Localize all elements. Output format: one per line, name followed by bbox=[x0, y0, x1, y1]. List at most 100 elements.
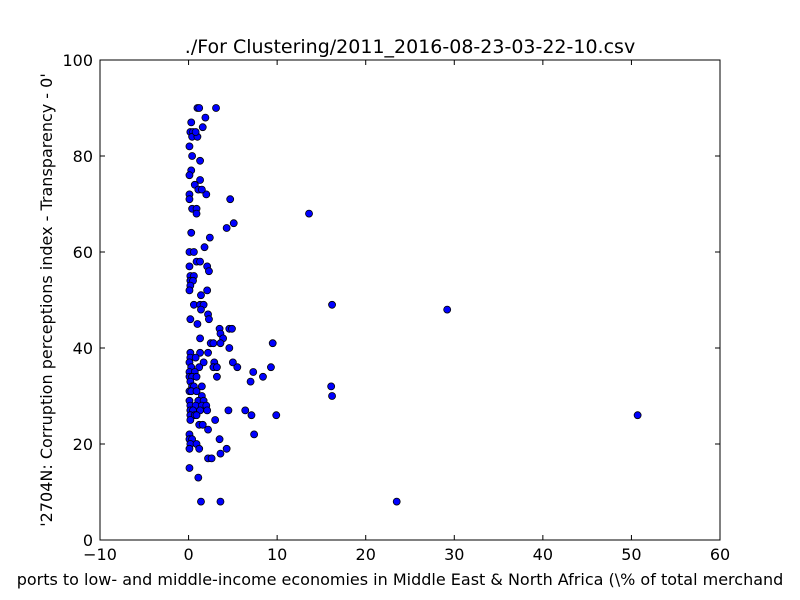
data-point bbox=[443, 305, 452, 314]
data-point bbox=[328, 392, 336, 400]
data-point bbox=[222, 224, 231, 232]
y-tick-label: 40 bbox=[73, 339, 93, 358]
data-point bbox=[196, 176, 204, 184]
x-tick-label: 10 bbox=[267, 545, 287, 564]
data-point bbox=[191, 353, 200, 362]
data-point bbox=[189, 248, 198, 256]
data-point bbox=[392, 497, 401, 506]
data-point bbox=[191, 128, 200, 136]
data-point bbox=[228, 358, 237, 367]
plot-area-frame bbox=[99, 59, 721, 541]
data-point bbox=[185, 286, 194, 295]
data-point bbox=[215, 435, 224, 444]
data-point bbox=[229, 219, 238, 228]
data-point bbox=[200, 243, 209, 252]
data-point bbox=[185, 262, 194, 271]
data-point bbox=[196, 257, 204, 266]
chart-title: ./For Clustering/2011_2016-08-23-03-22-1… bbox=[185, 36, 635, 58]
data-point bbox=[205, 315, 213, 324]
data-point bbox=[187, 228, 196, 237]
data-point bbox=[185, 171, 194, 180]
data-point bbox=[226, 195, 235, 204]
data-point bbox=[195, 363, 204, 372]
data-point bbox=[194, 473, 203, 482]
data-point bbox=[213, 372, 221, 381]
data-point bbox=[185, 195, 194, 204]
data-point bbox=[267, 363, 275, 372]
data-point bbox=[213, 363, 221, 372]
data-point bbox=[259, 372, 267, 381]
data-point bbox=[185, 142, 194, 151]
data-point bbox=[241, 406, 250, 415]
data-point bbox=[197, 305, 205, 314]
x-tick-label: 30 bbox=[444, 545, 464, 564]
data-point bbox=[192, 372, 201, 381]
data-point bbox=[216, 449, 225, 458]
data-point bbox=[195, 444, 204, 453]
data-point bbox=[233, 363, 242, 372]
y-tick-label: 60 bbox=[73, 243, 93, 262]
data-point bbox=[327, 382, 336, 391]
data-point bbox=[203, 406, 212, 415]
x-tick-label: 50 bbox=[621, 545, 641, 564]
data-point bbox=[196, 334, 204, 343]
data-point bbox=[201, 113, 210, 122]
data-point bbox=[305, 209, 313, 218]
data-point bbox=[250, 430, 259, 439]
data-point bbox=[192, 387, 201, 396]
data-point bbox=[192, 209, 201, 218]
y-tick-label: 20 bbox=[73, 435, 93, 454]
data-point bbox=[249, 368, 258, 376]
data-point bbox=[202, 190, 211, 199]
data-point bbox=[195, 104, 204, 112]
data-point bbox=[204, 348, 212, 357]
data-point bbox=[185, 444, 194, 453]
data-point bbox=[209, 339, 218, 348]
y-tick-label: 80 bbox=[73, 147, 93, 166]
y-tick-label: 100 bbox=[62, 51, 93, 70]
data-point bbox=[225, 344, 234, 352]
data-point bbox=[188, 152, 197, 160]
data-point bbox=[197, 497, 205, 506]
x-tick-label: −10 bbox=[83, 545, 117, 564]
data-point bbox=[212, 104, 220, 112]
data-point bbox=[268, 339, 277, 348]
data-point bbox=[197, 382, 206, 391]
data-points bbox=[185, 104, 642, 506]
x-tick-label: 20 bbox=[356, 545, 376, 564]
data-point bbox=[203, 286, 212, 295]
data-point bbox=[211, 416, 220, 424]
data-point bbox=[224, 406, 233, 415]
data-point bbox=[187, 118, 196, 127]
data-point bbox=[197, 291, 205, 300]
data-point bbox=[205, 267, 213, 276]
data-point bbox=[204, 425, 212, 434]
data-point bbox=[228, 324, 236, 333]
data-point bbox=[272, 411, 281, 420]
data-point bbox=[247, 411, 256, 420]
data-point bbox=[328, 300, 336, 309]
data-point bbox=[199, 358, 208, 367]
data-point bbox=[198, 420, 207, 429]
data-point bbox=[207, 454, 216, 463]
y-axis-label: '2704N: Corruption perceptions index - T… bbox=[37, 73, 56, 526]
data-point bbox=[185, 464, 194, 472]
data-point bbox=[196, 156, 204, 165]
x-axis-label: ports to low- and middle-income economie… bbox=[17, 570, 784, 589]
data-point bbox=[222, 444, 231, 453]
data-point bbox=[633, 411, 642, 420]
x-tick-label: 40 bbox=[533, 545, 553, 564]
data-point bbox=[192, 411, 201, 420]
x-tick-label: 60 bbox=[710, 545, 730, 564]
data-point bbox=[216, 497, 225, 506]
data-point bbox=[198, 123, 207, 132]
data-point bbox=[205, 233, 214, 242]
data-point bbox=[186, 416, 195, 424]
data-point bbox=[196, 348, 204, 357]
data-point bbox=[193, 320, 202, 328]
y-tick-label: 0 bbox=[83, 531, 93, 550]
data-point bbox=[246, 377, 255, 386]
